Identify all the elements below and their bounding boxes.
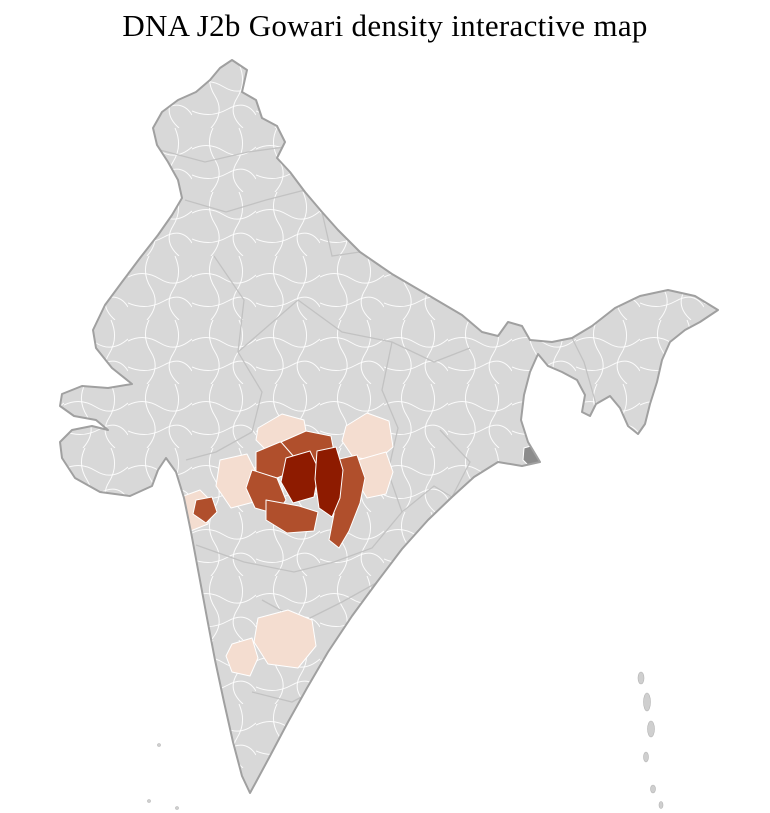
india-outline	[59, 59, 719, 794]
lakshadweep-island[interactable]	[147, 799, 151, 803]
state-border-line	[185, 431, 253, 461]
andaman-island[interactable]	[643, 692, 651, 712]
state-border-line	[159, 145, 293, 163]
lakshadweep-island[interactable]	[157, 743, 161, 747]
district-low-6[interactable]	[253, 609, 317, 669]
nicobar-island[interactable]	[658, 801, 664, 809]
state-border-line	[381, 341, 403, 513]
page-title: DNA J2b Gowari density interactive map	[122, 8, 648, 43]
islands	[147, 671, 664, 810]
district-medium-6[interactable]	[192, 496, 218, 524]
state-border-line	[321, 211, 361, 257]
andaman-island[interactable]	[637, 671, 645, 685]
lakshadweep-island[interactable]	[175, 806, 179, 810]
district-high-2[interactable]	[314, 446, 344, 518]
state-border-line	[401, 485, 453, 513]
district-high-1[interactable]	[280, 450, 320, 504]
andaman-island[interactable]	[647, 720, 655, 738]
state-border-line	[571, 337, 597, 405]
density-districts	[174, 412, 552, 677]
state-border-line	[195, 511, 403, 573]
nicobar-island[interactable]	[650, 784, 656, 794]
state-borders	[159, 145, 597, 703]
district-medium-5[interactable]	[265, 499, 319, 534]
state-border-line	[261, 581, 379, 623]
state-border-line	[439, 429, 471, 498]
andaman-island[interactable]	[643, 751, 649, 763]
state-border-line	[184, 189, 306, 213]
district-low-7[interactable]	[225, 637, 259, 677]
state-border-line	[237, 299, 299, 353]
